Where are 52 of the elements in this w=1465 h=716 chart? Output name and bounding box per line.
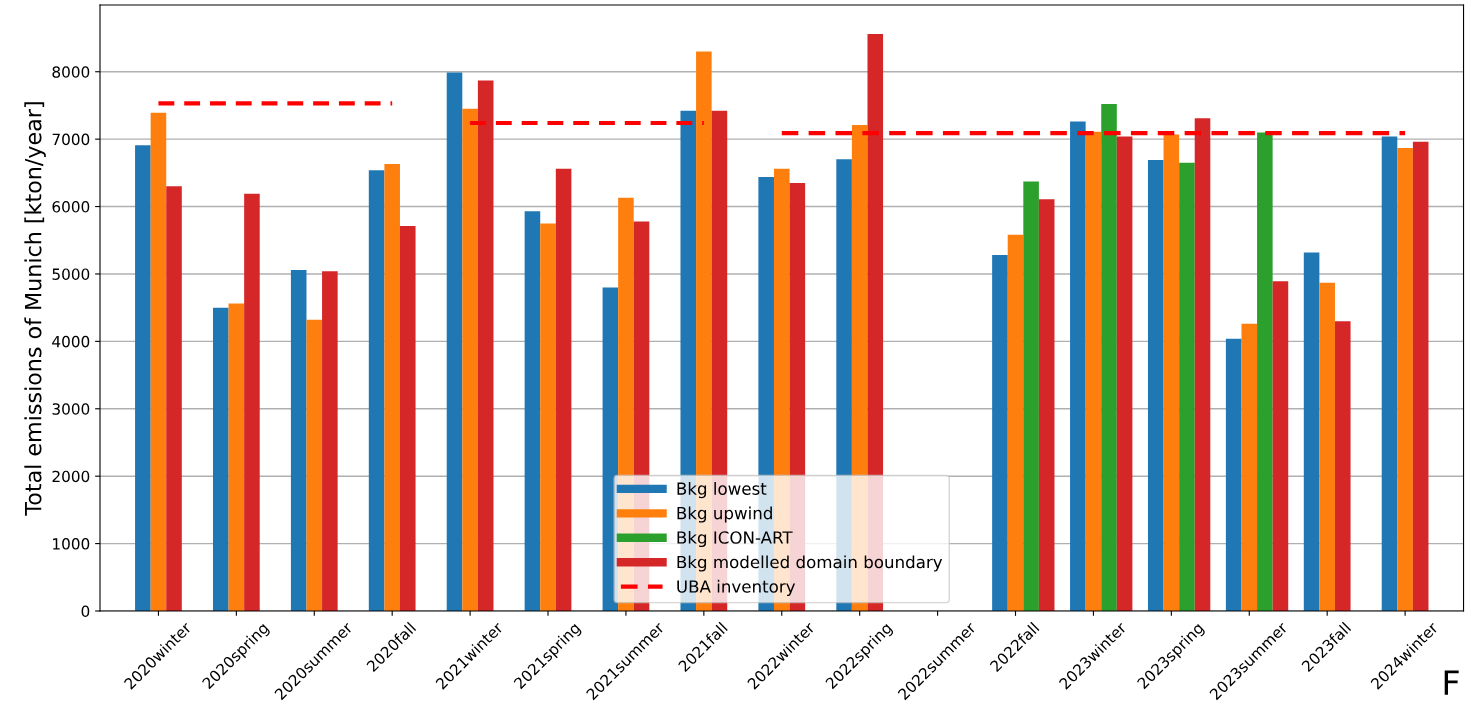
y-tick-label: 1000 — [53, 538, 90, 550]
y-tick-label: 7000 — [52, 133, 90, 146]
legend-label: Bkg modelled domain boundary — [677, 555, 943, 572]
bar — [1007, 234, 1024, 611]
bar — [540, 223, 556, 611]
bar — [368, 170, 385, 611]
bar — [322, 271, 338, 611]
bar — [1101, 104, 1117, 611]
legend-label: Bkg lowest — [677, 482, 767, 499]
bar — [462, 108, 478, 611]
bar — [1163, 134, 1180, 611]
bar — [1023, 181, 1039, 611]
y-tick-label: 4000 — [52, 335, 90, 348]
legend-label: Bkg ICON-ART — [677, 530, 793, 548]
y-tick-label: 6000 — [52, 201, 90, 213]
bar — [992, 255, 1008, 611]
bar — [1241, 323, 1258, 611]
bar — [1147, 160, 1164, 611]
bar — [1225, 338, 1242, 611]
bar — [166, 186, 182, 611]
bar — [135, 145, 151, 611]
text: F — [1444, 670, 1459, 695]
y-axis-title: Total emissions of Munich [kton/year] — [24, 102, 46, 516]
bar — [384, 164, 400, 611]
bar — [524, 211, 541, 611]
bar — [1319, 282, 1335, 611]
bar — [1397, 147, 1413, 611]
bar — [228, 303, 245, 611]
bar — [477, 80, 494, 611]
bar — [1412, 141, 1429, 611]
bar — [244, 193, 260, 611]
bar — [212, 307, 229, 611]
y-tick-label: 3000 — [52, 403, 90, 415]
legend-label: Bkg upwind — [677, 506, 772, 523]
bar — [1334, 321, 1351, 611]
bar — [306, 319, 323, 611]
bar — [555, 168, 572, 611]
bar — [290, 269, 307, 611]
bar — [1381, 136, 1398, 611]
bar — [399, 226, 416, 611]
bar — [150, 112, 167, 611]
y-tick-label: 5000 — [52, 268, 90, 280]
bar — [1179, 162, 1195, 611]
bar — [1257, 132, 1273, 611]
bar — [1303, 252, 1320, 611]
bar — [1085, 131, 1102, 611]
bar — [1070, 121, 1086, 611]
y-tick-label: 2000 — [52, 470, 90, 483]
y-tick-label: 8000 — [52, 66, 90, 78]
y-tick-label: 0 — [81, 605, 90, 618]
bar — [446, 72, 463, 611]
legend-label: UBA inventory — [677, 579, 796, 596]
